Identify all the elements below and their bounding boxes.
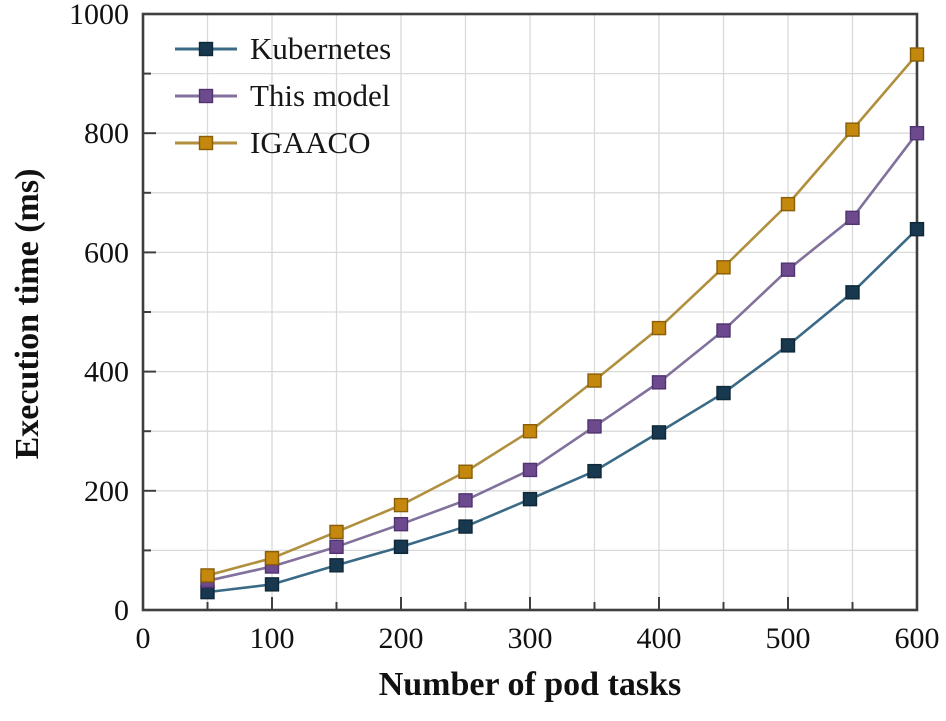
- legend-label-this-model: This model: [250, 78, 391, 113]
- data-point-igaaco: [845, 122, 860, 137]
- legend-item-igaaco: IGAACO: [174, 124, 391, 162]
- x-axis-title: Number of pod tasks: [378, 666, 682, 703]
- data-point-this-model: [845, 210, 860, 226]
- legend-label-igaaco: IGAACO: [250, 125, 371, 160]
- data-point-this-model: [458, 493, 473, 508]
- x-tick-label: 100: [250, 622, 295, 655]
- data-point-kubernetes: [716, 385, 731, 401]
- tick-marks: [143, 13, 918, 610]
- series-line-this-model: [207, 132, 919, 583]
- data-point-igaaco: [780, 196, 796, 212]
- data-point-igaaco: [522, 424, 538, 439]
- data-point-kubernetes: [651, 425, 667, 440]
- series-line-kubernetes: [207, 228, 918, 594]
- y-tick-label: 800: [84, 117, 129, 150]
- legend-item-this-model: This model: [174, 77, 391, 115]
- data-point-igaaco: [200, 568, 215, 583]
- legend: Kubernetes This model IGAACO: [174, 30, 391, 162]
- data-point-kubernetes: [393, 539, 409, 555]
- legend-item-kubernetes: Kubernetes: [174, 30, 391, 68]
- series-kubernetes: [200, 221, 925, 600]
- legend-swatch-igaaco-icon: [175, 135, 237, 151]
- legend-swatch-this-model-icon: [175, 88, 237, 104]
- data-point-kubernetes: [909, 221, 925, 237]
- data-point-this-model: [780, 262, 796, 277]
- y-tick-label: 200: [84, 475, 129, 508]
- data-point-this-model: [909, 125, 925, 141]
- x-tick-label: 400: [637, 622, 682, 655]
- y-tick-label: 600: [84, 236, 129, 269]
- series-line-igaaco: [207, 53, 918, 577]
- data-point-this-model: [651, 375, 667, 390]
- data-point-igaaco: [393, 497, 409, 513]
- data-point-igaaco: [716, 260, 731, 275]
- data-point-kubernetes: [458, 519, 473, 534]
- data-point-this-model: [522, 462, 538, 478]
- data-point-igaaco: [329, 524, 344, 540]
- data-point-this-model: [587, 419, 602, 434]
- data-point-kubernetes: [329, 558, 344, 573]
- y-tick-label: 1000: [69, 0, 129, 31]
- data-point-igaaco: [264, 550, 280, 566]
- data-point-igaaco: [458, 464, 473, 479]
- series-this-model: [200, 125, 925, 588]
- x-tick-label: 300: [508, 622, 553, 655]
- data-point-igaaco: [909, 47, 925, 62]
- data-point-kubernetes: [845, 285, 860, 300]
- data-point-igaaco: [651, 320, 667, 336]
- x-tick-label: 500: [766, 622, 811, 655]
- legend-label-kubernetes: Kubernetes: [250, 31, 392, 66]
- y-tick-label: 400: [84, 356, 129, 389]
- data-point-kubernetes: [780, 338, 796, 353]
- data-point-igaaco: [587, 373, 602, 388]
- series-igaaco: [200, 47, 925, 583]
- x-tick-label: 600: [895, 622, 940, 655]
- tick-labels: 0 200 400 600 800 1000 0 100 200 300 400 500 600: [69, 0, 940, 655]
- x-tick-label: 200: [379, 622, 424, 655]
- data-point-kubernetes: [587, 463, 602, 479]
- data-point-this-model: [329, 539, 344, 555]
- data-point-this-model: [716, 323, 731, 338]
- legend-swatch-kubernetes-icon: [175, 41, 237, 57]
- x-tick-label: 0: [136, 622, 151, 655]
- data-point-kubernetes: [522, 491, 538, 507]
- data-point-kubernetes: [264, 577, 280, 592]
- data-point-this-model: [393, 516, 409, 532]
- y-tick-label: 0: [114, 594, 129, 627]
